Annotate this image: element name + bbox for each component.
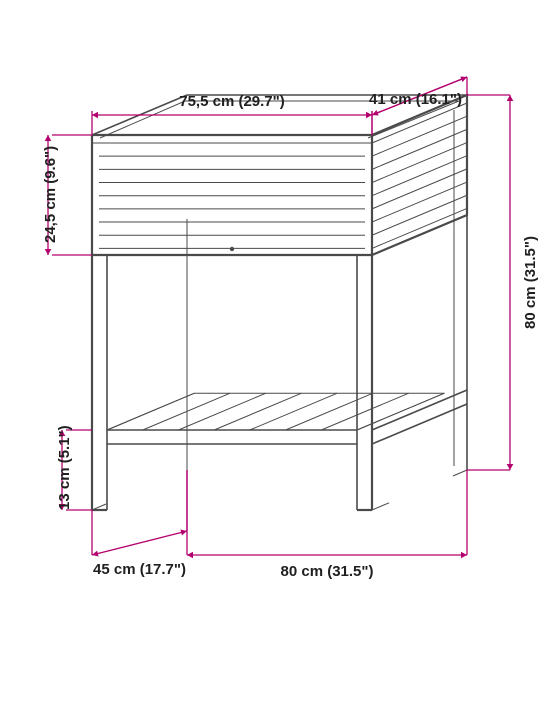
dim-base-width: 80 cm (31.5")	[281, 563, 374, 580]
dim-base-depth: 45 cm (17.7")	[93, 561, 186, 578]
dim-top-depth: 41 cm (16.1")	[369, 91, 462, 108]
dim-shelf-height: 13 cm (5.1")	[56, 425, 73, 510]
dim-box-height: 24,5 cm (9.6")	[42, 146, 59, 243]
dim-top-width: 75,5 cm (29.7")	[179, 93, 285, 110]
dim-full-height: 80 cm (31.5")	[522, 236, 539, 329]
